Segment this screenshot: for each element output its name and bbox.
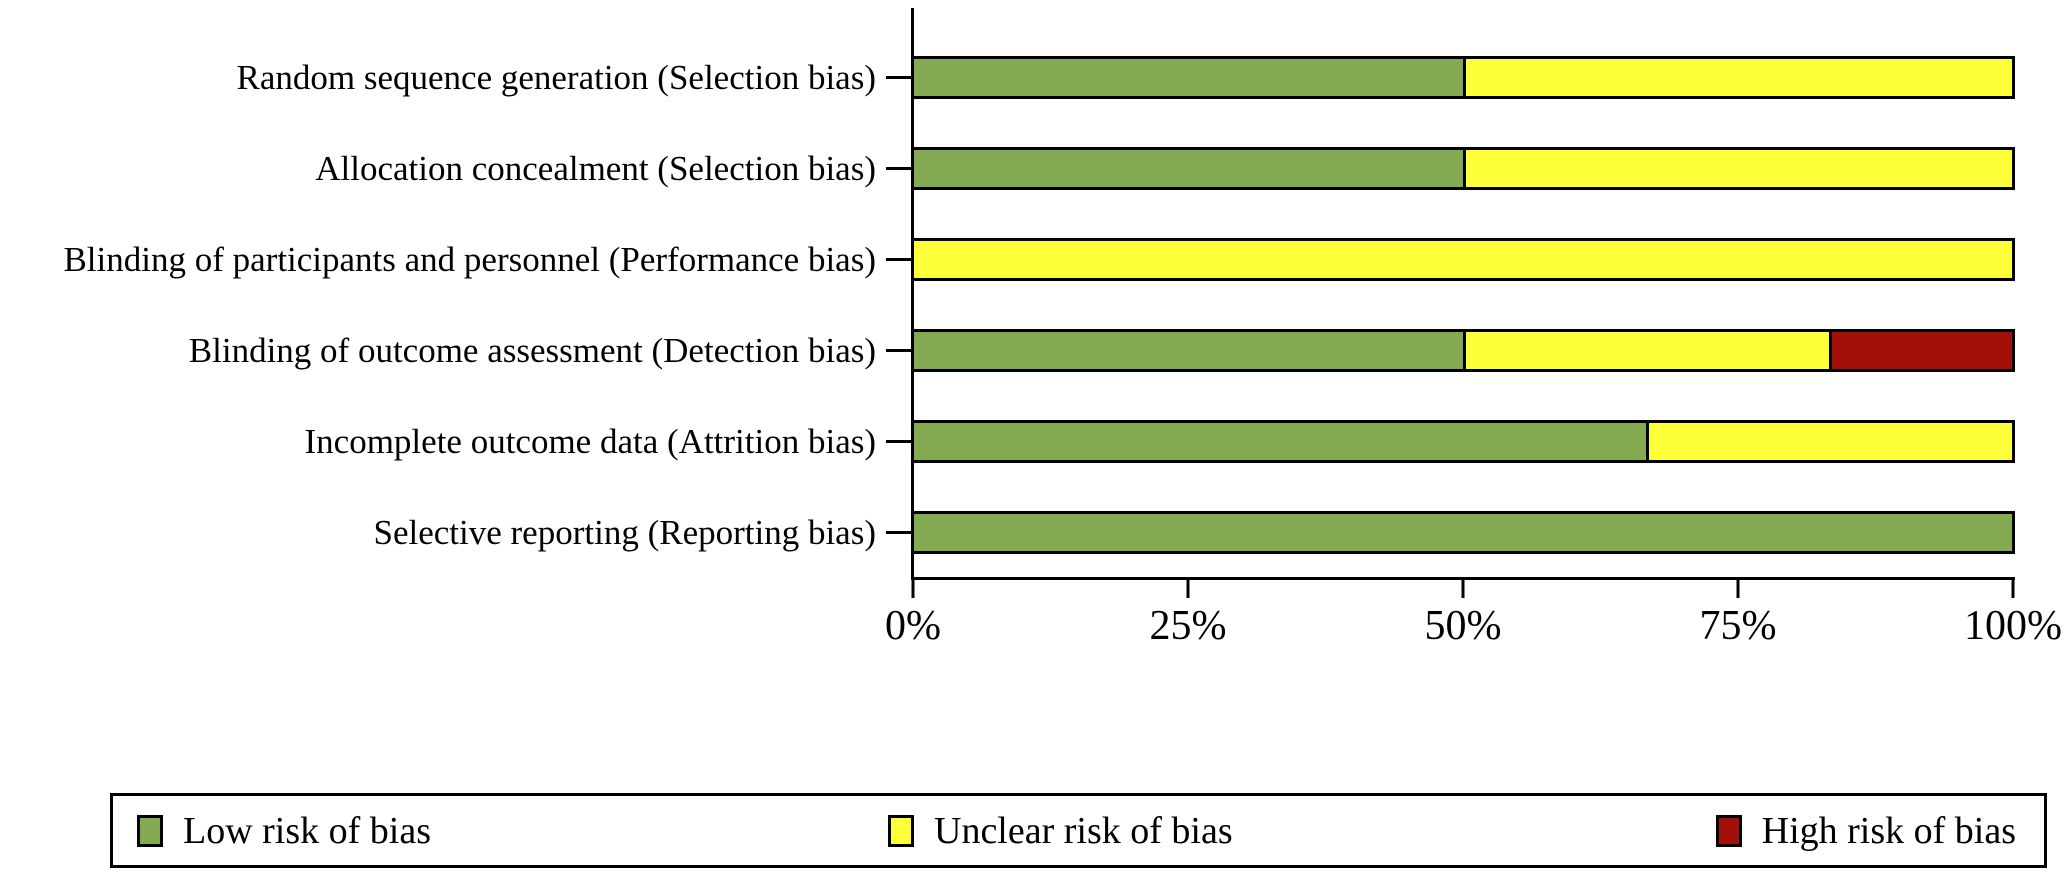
bar-segment-low-risk-of-bias [914,331,1463,369]
bar-segment-unclear-risk-of-bias [1463,58,2012,96]
bar-segment-unclear-risk-of-bias [1463,149,2012,187]
bar-segment-low-risk-of-bias [914,422,1647,460]
chart-row: Blinding of participants and personnel (… [0,237,2069,281]
chart-row: Allocation concealment (Selection bias) [0,146,2069,190]
x-axis-line [911,577,2015,580]
category-label: Blinding of participants and personnel (… [63,239,876,279]
stacked-bar [911,146,2015,190]
x-axis-tick-label: 100% [1964,603,2062,649]
bar-segment-low-risk-of-bias [914,513,2012,551]
legend-item-high-risk-of-bias: High risk of bias [1715,809,2016,853]
bar-segment-high-risk-of-bias [1828,331,2012,369]
y-axis-tick [886,530,911,534]
stacked-bar [911,55,2015,99]
category-label: Blinding of outcome assessment (Detectio… [188,330,876,370]
category-label: Selective reporting (Reporting bias) [373,512,877,552]
category-label: Incomplete outcome data (Attrition bias) [304,421,876,461]
legend-item-unclear-risk-of-bias: Unclear risk of bias [888,809,1233,853]
legend-swatch-unclear-risk-of-bias [888,814,914,847]
bar-segment-unclear-risk-of-bias [1646,422,2012,460]
bar-segment-unclear-risk-of-bias [1463,331,1829,369]
chart-row: Incomplete outcome data (Attrition bias) [0,419,2069,463]
x-axis-tick [2011,580,2015,598]
bar-segment-low-risk-of-bias [914,149,1463,187]
stacked-bar [911,328,2015,372]
stacked-bar [911,419,2015,463]
category-label: Allocation concealment (Selection bias) [315,148,876,188]
bar-segment-unclear-risk-of-bias [914,240,2012,278]
stacked-bar [911,510,2015,554]
category-label: Random sequence generation (Selection bi… [236,57,876,97]
legend-item-low-risk-of-bias: Low risk of bias [137,809,431,853]
y-axis-tick [886,166,911,170]
y-axis-tick [886,348,911,352]
y-axis-tick [886,75,911,79]
legend-label: Low risk of bias [183,809,432,852]
bar-segment-low-risk-of-bias [914,58,1463,96]
x-axis-tick [1461,580,1465,598]
legend-swatch-low-risk-of-bias [137,814,163,847]
legend: Low risk of bias Unclear risk of bias High… [110,793,2047,868]
x-axis-tick-label: 25% [1149,603,1227,649]
stacked-bar [911,237,2015,281]
chart-row: Random sequence generation (Selection bi… [0,55,2069,99]
x-axis-tick [1736,580,1740,598]
y-axis-line [911,8,914,580]
legend-label: Unclear risk of bias [934,809,1233,852]
x-axis-tick [911,580,915,598]
chart-row: Blinding of outcome assessment (Detectio… [0,328,2069,372]
x-axis-tick-label: 0% [885,603,941,649]
x-axis-tick-label: 75% [1699,603,1777,649]
chart-row: Selective reporting (Reporting bias) [0,510,2069,554]
x-axis-tick-label: 50% [1424,603,1502,649]
legend-label: High risk of bias [1761,809,2016,852]
y-axis-tick [886,257,911,261]
legend-swatch-high-risk-of-bias [1715,814,1742,847]
y-axis-tick [886,439,911,443]
x-axis-tick [1186,580,1190,598]
